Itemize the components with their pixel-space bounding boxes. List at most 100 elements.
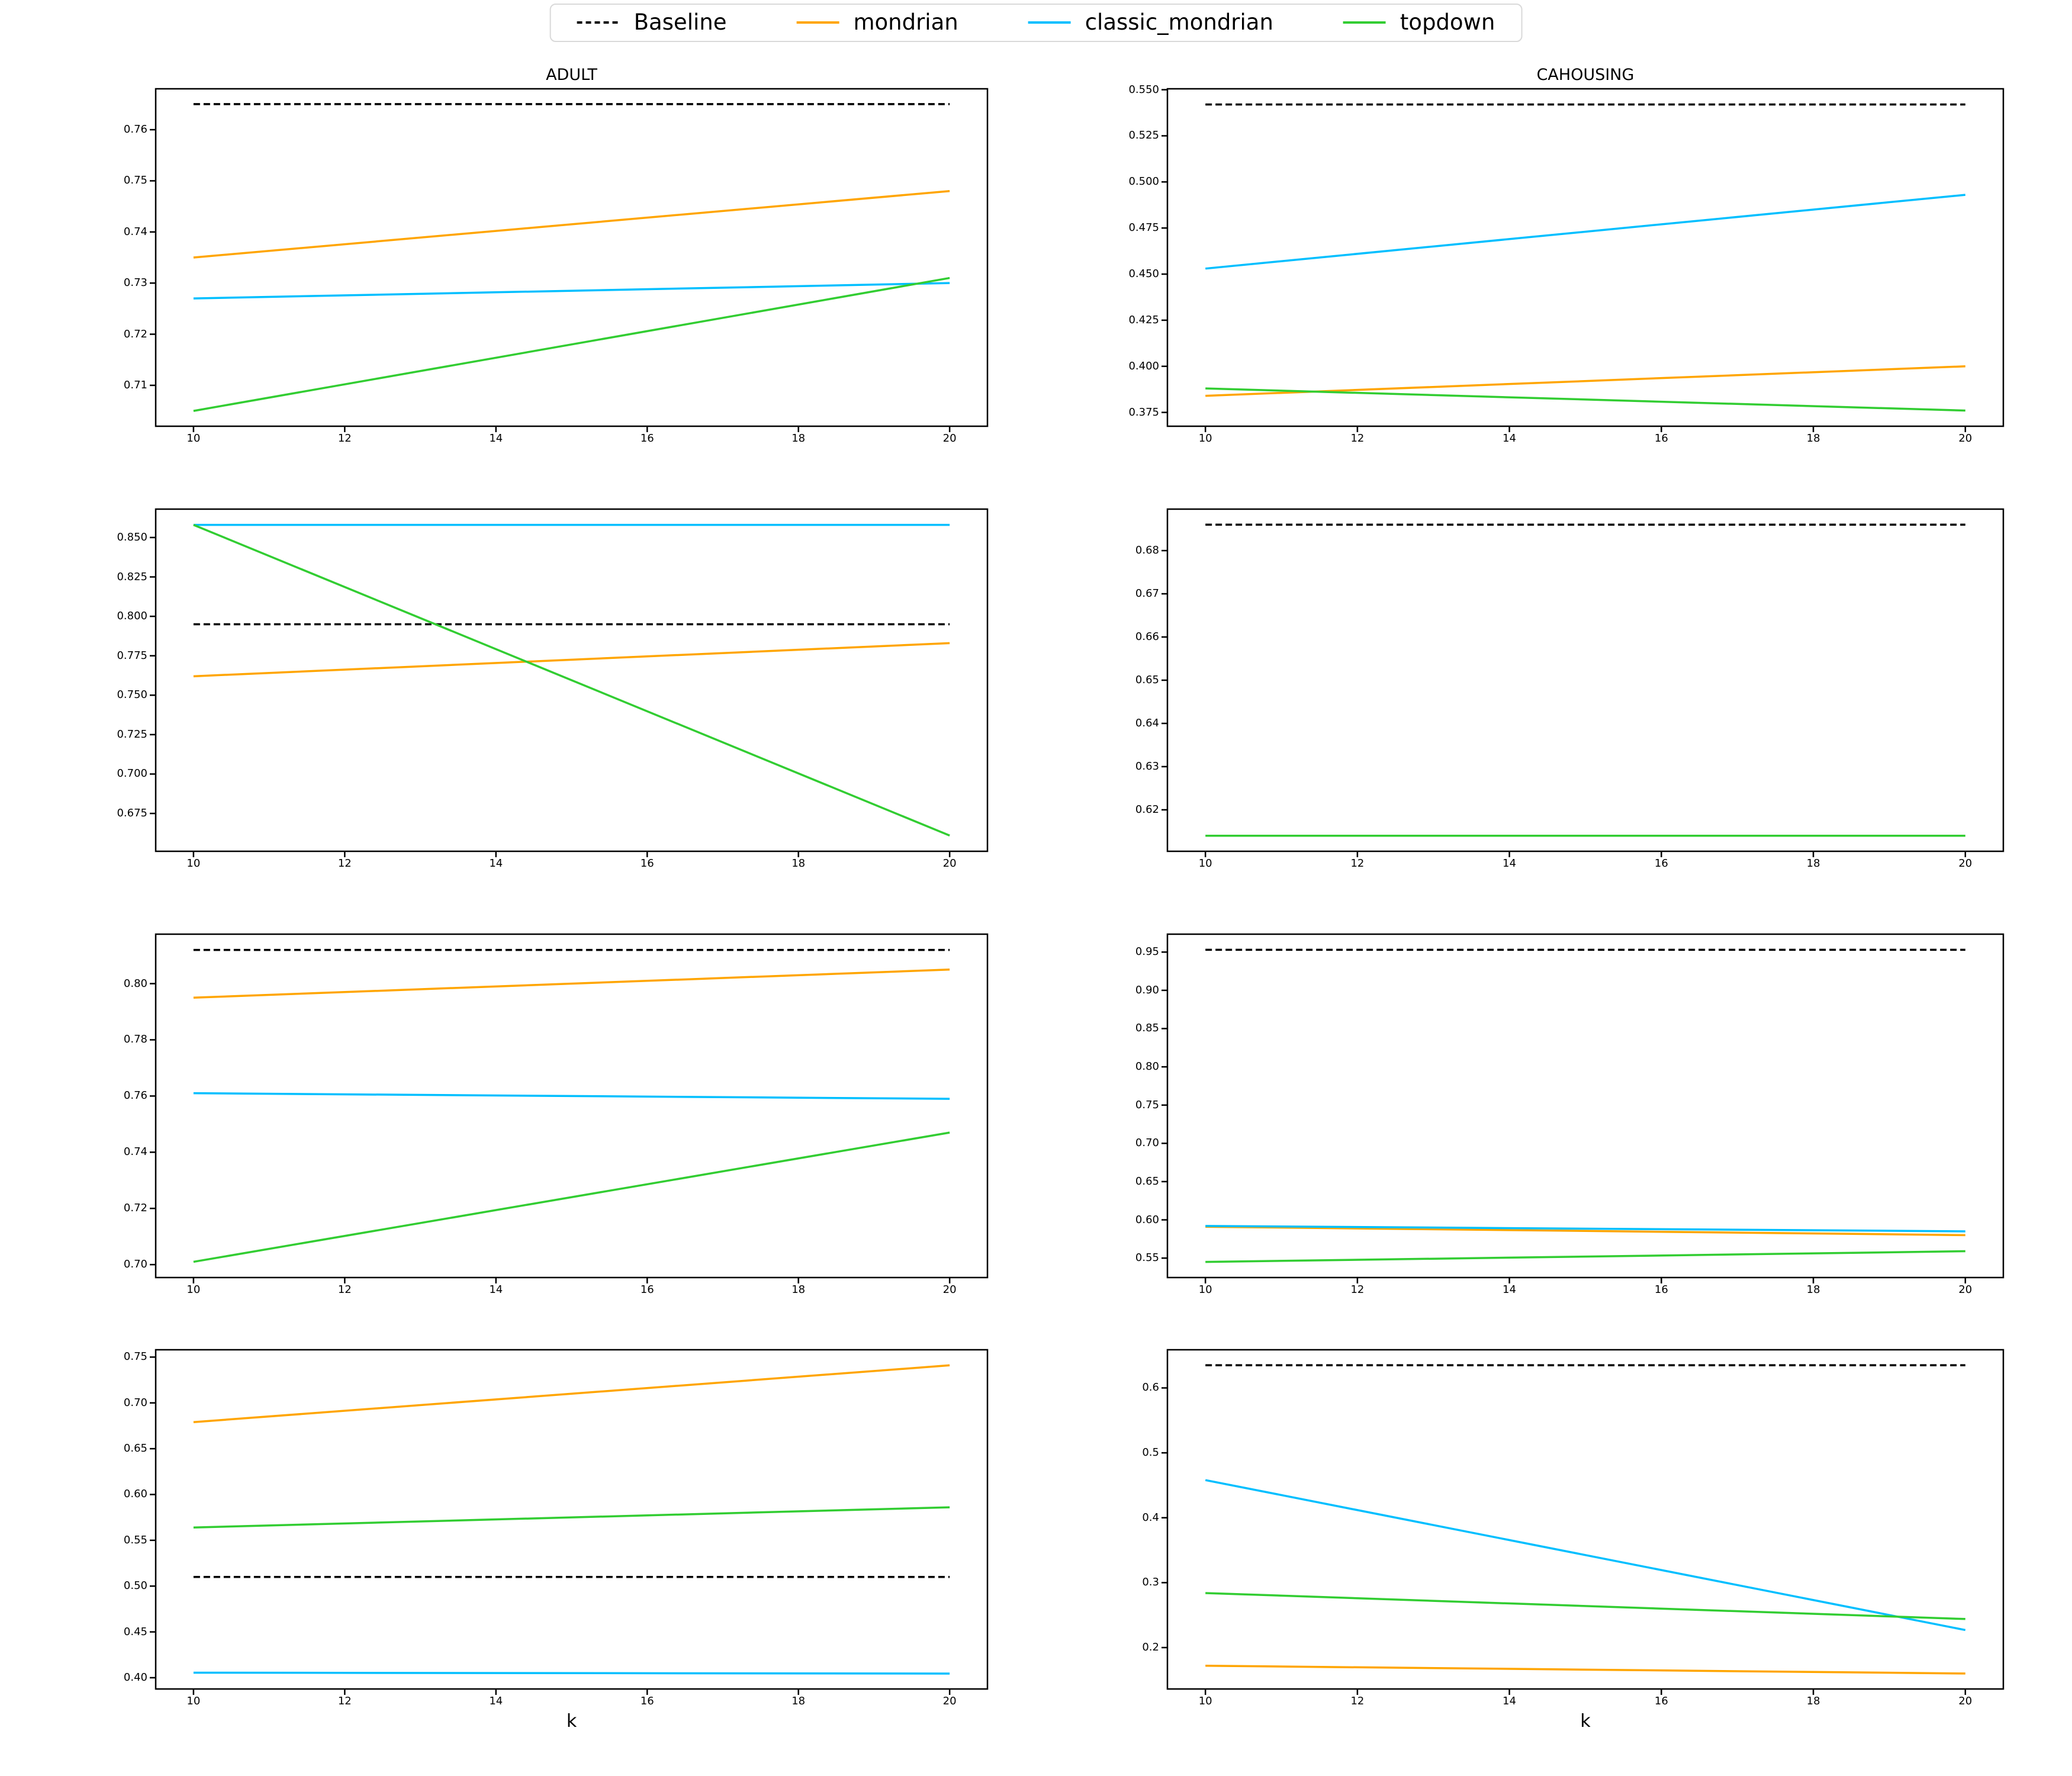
series-line-mondrian [193, 1364, 950, 1423]
y-tick-label: 0.80 [123, 977, 147, 990]
x-tick-label: 16 [1654, 1695, 1668, 1707]
series-line-topdown [193, 1131, 950, 1263]
y-tick-label: 0.550 [1128, 83, 1159, 96]
y-tick-label: 0.75 [123, 174, 147, 187]
series-line-topdown [1205, 387, 1965, 412]
y-tick-label: 0.85 [1135, 1022, 1159, 1035]
x-tick-label: 12 [337, 857, 352, 870]
x-tick-label: 16 [640, 432, 654, 445]
legend-label-topdown: topdown [1399, 9, 1495, 35]
y-tick-label: 0.60 [1135, 1213, 1159, 1226]
legend-item-baseline: Baseline [577, 10, 726, 35]
x-tick-label: 14 [1502, 1695, 1517, 1707]
plot-area [1162, 1349, 2005, 1695]
y-tick-label: 0.750 [117, 688, 147, 702]
y-tick-label: 0.800 [117, 610, 147, 623]
plot-area [150, 88, 989, 432]
x-tick-label: 14 [1502, 432, 1517, 445]
axes-frame [1166, 88, 2005, 427]
y-tick-label: 0.72 [123, 1202, 147, 1215]
classic-mondrian-line-sample [1028, 21, 1071, 24]
y-tick-label: 0.67 [1135, 587, 1159, 600]
chart-title: CAHOUSING [1536, 66, 1635, 84]
x-tick-label: 18 [792, 1283, 806, 1296]
series-line-mondrian [193, 189, 950, 259]
x-tick-label: 18 [1806, 1283, 1820, 1296]
chart-cahousing-row1: 0.375 0.400 0.425 0.450 0.475 0.500 0.525 0.550… [1128, 67, 2005, 444]
x-tick-label: 16 [1654, 1283, 1668, 1296]
y-tick-label: 0.74 [123, 1146, 147, 1159]
y-tick-label: 0.825 [117, 570, 147, 583]
x-tick-label: 10 [186, 1283, 201, 1296]
x-tick-label: 18 [792, 432, 806, 445]
chart-adult-row1: 0.71 0.72 0.73 0.74 0.75 0.76 10 12 14 16 18 20 ADUL… [124, 67, 989, 444]
legend: Baseline mondrian classic_mondrian topdo… [549, 4, 1523, 42]
x-tick-label: 14 [489, 1283, 503, 1296]
x-tick-label: 14 [489, 857, 503, 870]
y-tick-label: 0.425 [1128, 313, 1159, 326]
x-tick-label: 18 [1806, 1695, 1820, 1707]
series-line-mondrian [193, 969, 950, 999]
plot-area [1162, 88, 2005, 432]
y-tick-label: 0.400 [1128, 359, 1159, 372]
mondrian-line-sample [796, 21, 839, 24]
y-tick-label: 0.76 [123, 123, 147, 136]
chart-adult-row3: 0.70 0.72 0.74 0.76 0.78 0.80 10 12 14 16 18 20 [124, 933, 989, 1295]
x-tick-label: 14 [489, 432, 503, 445]
y-tick-label: 0.775 [117, 649, 147, 662]
x-tick-label: 16 [640, 857, 654, 870]
series-line-mondrian [1205, 1664, 1965, 1675]
y-tick-label: 0.66 [1135, 630, 1159, 644]
axes-frame [1166, 508, 2005, 852]
chart-cahousing-row3: 0.55 0.60 0.65 0.70 0.75 0.80 0.85 0.90 0.95 10 12… [1135, 933, 2005, 1295]
x-tick-label: 10 [1198, 432, 1212, 445]
series-line-classic_mondrian [193, 282, 950, 300]
axes-frame [155, 1349, 989, 1690]
x-tick-label: 20 [942, 432, 957, 445]
axes-frame [155, 933, 989, 1279]
x-tick-label: 20 [942, 1695, 957, 1707]
x-tick-label: 20 [1958, 857, 1973, 870]
series-line-topdown [1205, 1250, 1965, 1263]
x-tick-label: 18 [792, 1695, 806, 1707]
y-tick-label: 0.78 [123, 1033, 147, 1046]
y-tick-label: 0.68 [1135, 544, 1159, 557]
series-line-classic_mondrian [193, 1671, 950, 1675]
y-tick-label: 0.90 [1135, 983, 1159, 996]
x-tick-label: 14 [1502, 857, 1517, 870]
y-tick-label: 0.700 [117, 767, 147, 780]
x-tick-label: 10 [186, 1695, 201, 1707]
x-tick-label: 18 [792, 857, 806, 870]
x-tick-label: 10 [1198, 1695, 1212, 1707]
series-line-mondrian [193, 642, 950, 678]
series-line-classic_mondrian [1205, 1479, 1966, 1632]
y-tick-label: 0.73 [123, 276, 147, 289]
chart-cahousing-row2: 0.62 0.63 0.64 0.65 0.66 0.67 0.68 10 12 14 16 18 20 [1135, 508, 2005, 869]
plot-area [1162, 933, 2005, 1283]
y-tick-label: 0.76 [123, 1089, 147, 1102]
legend-item-classic-mondrian: classic_mondrian [1028, 10, 1273, 35]
series-line-mondrian [1205, 365, 1965, 397]
y-tick-label: 0.2 [1142, 1641, 1159, 1654]
plot-area [150, 1349, 989, 1695]
x-tick-label: 14 [1502, 1283, 1517, 1296]
chart-title: ADULT [546, 66, 597, 84]
x-tick-label: 16 [640, 1695, 654, 1707]
plot-area [150, 508, 989, 857]
y-tick-label: 0.70 [1135, 1137, 1159, 1150]
x-tick-label: 20 [1958, 432, 1973, 445]
series-line-classic_mondrian [193, 1092, 950, 1100]
x-tick-label: 10 [186, 432, 201, 445]
x-tick-label: 12 [1350, 432, 1365, 445]
y-tick-label: 0.74 [123, 225, 147, 238]
y-tick-label: 0.375 [1128, 406, 1159, 419]
y-tick-label: 0.675 [117, 807, 147, 820]
x-tick-label: 14 [489, 1695, 503, 1707]
y-tick-label: 0.3 [1142, 1576, 1159, 1589]
chart-adult-row2: 0.675 0.700 0.725 0.750 0.775 0.800 0.825 0.850… [117, 508, 989, 869]
x-tick-label: 18 [1806, 432, 1820, 445]
legend-item-mondrian: mondrian [796, 10, 958, 35]
y-tick-label: 0.55 [123, 1533, 147, 1546]
x-tick-label: 12 [1350, 1283, 1365, 1296]
